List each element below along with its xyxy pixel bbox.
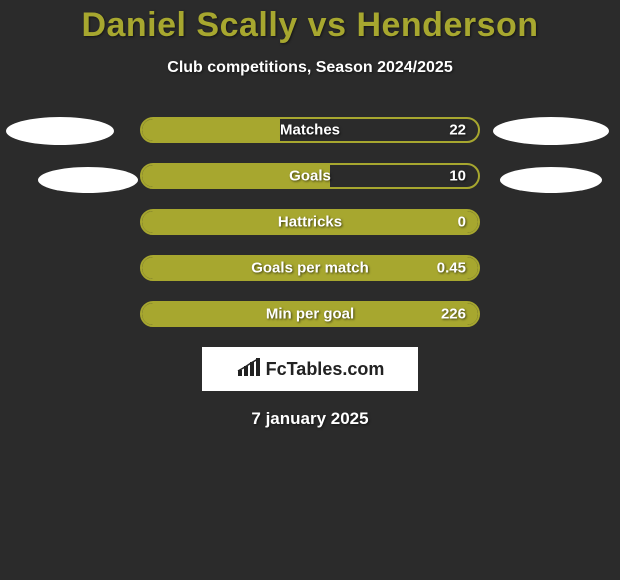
stat-value: 10 [449, 168, 466, 185]
decorative-ellipse-0 [6, 117, 114, 145]
stat-label: Matches [280, 122, 340, 139]
stat-label: Goals [289, 168, 331, 185]
stat-row: Goals 10 [140, 163, 480, 189]
stats-zone: Matches 22 Goals 10 Hattricks 0 Goals per matc… [0, 117, 620, 327]
stat-row: Matches 22 [140, 117, 480, 143]
date-text: 7 january 2025 [0, 409, 620, 429]
subtitle: Club competitions, Season 2024/2025 [0, 59, 620, 77]
decorative-ellipse-1 [493, 117, 609, 145]
stat-label: Goals per match [251, 260, 369, 277]
stat-value: 0.45 [437, 260, 466, 277]
stat-row: Hattricks 0 [140, 209, 480, 235]
stat-row: Min per goal 226 [140, 301, 480, 327]
stat-label: Min per goal [266, 306, 354, 323]
stat-label: Hattricks [278, 214, 342, 231]
bar-chart-icon [236, 356, 262, 383]
stat-fill [142, 119, 280, 141]
comparison-infographic: Daniel Scally vs Henderson Club competit… [0, 0, 620, 580]
stat-row: Goals per match 0.45 [140, 255, 480, 281]
fctables-logo: FcTables.com [202, 347, 418, 391]
stat-value: 226 [441, 306, 466, 323]
decorative-ellipse-2 [38, 167, 138, 193]
logo-text: FcTables.com [266, 359, 385, 380]
page-title: Daniel Scally vs Henderson [0, 0, 620, 45]
decorative-ellipse-3 [500, 167, 602, 193]
stat-value: 22 [449, 122, 466, 139]
stat-value: 0 [458, 214, 466, 231]
